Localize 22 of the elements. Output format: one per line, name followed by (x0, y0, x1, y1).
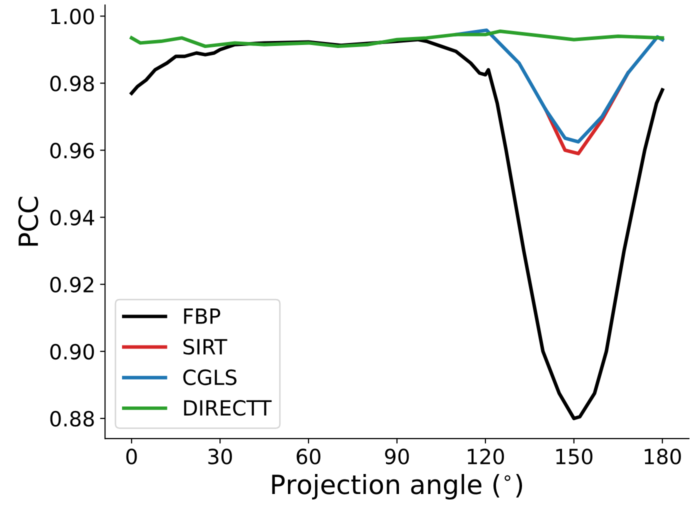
x-tick-label: 120 (468, 448, 504, 464)
y-axis-title: PCC (18, 196, 38, 246)
x-tick-label: 90 (385, 448, 409, 464)
x-tick-label: 30 (208, 448, 232, 464)
y-tick-label: 1.00 (51, 8, 94, 24)
x-tick-label: 180 (644, 448, 681, 464)
y-tick-label: 0.92 (50, 276, 94, 293)
y-tick-label: 0.94 (50, 210, 94, 226)
legend-label: CGLS (183, 369, 236, 386)
x-tick-label: 60 (296, 448, 320, 464)
y-tick-label: 0.88 (50, 410, 94, 427)
line-series (454, 28, 664, 144)
line-series (130, 29, 664, 48)
x-tick-label: 150 (556, 448, 592, 464)
x-tick-label: 0 (126, 448, 137, 464)
y-tick-label: 0.90 (50, 344, 94, 360)
legend-label: SIRT (183, 338, 228, 355)
y-tick-label: 0.98 (50, 76, 94, 92)
x-axis-title: Projection angle ($^{∘}$) (272, 474, 522, 500)
legend-label: DIRECTT (184, 400, 272, 416)
legend-label: FBP (184, 308, 220, 324)
y-tick-label: 0.96 (50, 142, 94, 158)
